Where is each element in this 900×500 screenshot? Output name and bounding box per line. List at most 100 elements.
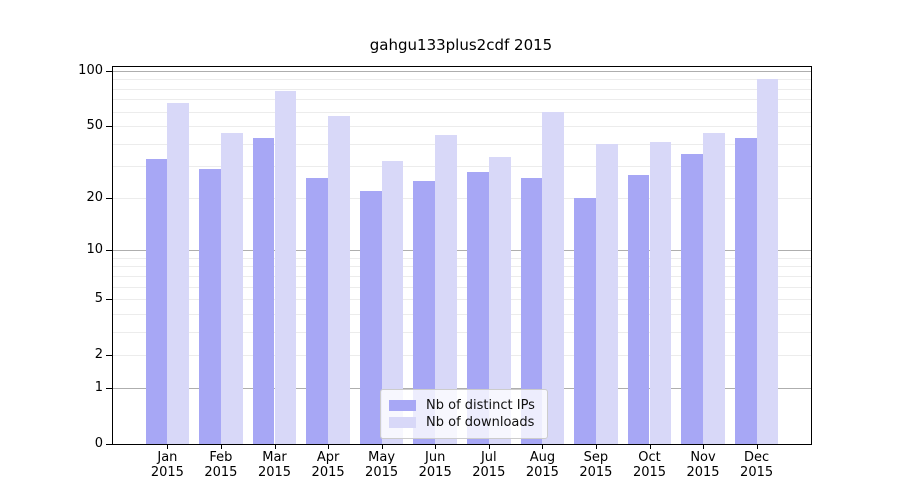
x-tick-jun	[435, 444, 437, 449]
x-label-jan: Jan 2015	[135, 450, 199, 480]
y-tick-100	[106, 70, 112, 72]
bar-nb-of-distinct-ips-apr	[306, 177, 329, 444]
y-tick-label-5: 5	[94, 291, 103, 307]
gridline-minor-3	[113, 331, 811, 333]
y-tick-label-100: 100	[78, 62, 103, 78]
gridline-major-10	[113, 250, 811, 252]
bar-nb-of-downloads-oct	[649, 141, 672, 444]
x-tick-jul	[488, 444, 490, 449]
x-tick-mar	[274, 444, 276, 449]
bar-nb-of-distinct-ips-feb	[199, 169, 221, 444]
x-tick-oct	[649, 444, 651, 449]
bar-nb-of-downloads-mar	[274, 90, 297, 444]
x-tick-apr	[328, 444, 330, 449]
x-label-sep: Sep 2015	[564, 450, 628, 480]
bar-nb-of-distinct-ips-dec	[734, 138, 757, 444]
y-tick-label-2: 2	[94, 347, 103, 363]
x-tick-nov	[703, 444, 704, 449]
x-label-year: 2015	[686, 465, 720, 480]
legend: Nb of distinct IPs Nb of downloads	[380, 389, 548, 439]
y-tick-label-50: 50	[86, 118, 103, 134]
x-label-month: Feb	[209, 450, 233, 465]
bar-nb-of-downloads-aug	[542, 111, 565, 444]
bar-nb-of-downloads-nov	[703, 132, 725, 444]
gridline-minor-4	[113, 313, 811, 315]
bar-nb-of-downloads-jan	[167, 102, 190, 444]
x-label-nov: Nov 2015	[671, 450, 735, 480]
gridline-minor-30	[113, 166, 811, 168]
bar-nb-of-distinct-ips-mar	[252, 138, 275, 444]
x-label-may: May 2015	[350, 450, 414, 480]
plot-area: 100 50 20 10 5 2 1 0 Jan 2015 Feb 2015 Mar 2015 Apr 201…	[78, 63, 812, 480]
y-tick-label-10: 10	[86, 242, 103, 258]
gridline-major-1	[113, 388, 811, 389]
x-tick-aug	[542, 444, 544, 449]
gridline-minor-6	[113, 286, 811, 288]
x-label-mar: Mar 2015	[243, 450, 307, 480]
x-tick-sep	[595, 444, 597, 449]
gridline-minor-90	[113, 79, 811, 81]
bar-nb-of-downloads-may	[381, 161, 404, 444]
x-label-month: Nov	[690, 450, 716, 465]
legend-item-distinct-ips: Nb of distinct IPs	[389, 398, 535, 413]
x-tick-may	[381, 444, 383, 449]
legend-swatch-downloads	[389, 417, 416, 428]
y-tick-5	[106, 299, 112, 301]
x-label-year: 2015	[525, 465, 559, 480]
y-tick-1	[106, 388, 112, 389]
x-label-month: Sep	[583, 450, 609, 465]
gridline-minor-80	[113, 88, 811, 90]
x-label-jun: Jun 2015	[403, 450, 467, 480]
x-tick-feb	[220, 444, 222, 449]
y-tick-label-20: 20	[86, 189, 103, 205]
x-label-year: 2015	[150, 465, 184, 480]
y-tick-label-0: 0	[94, 436, 103, 451]
x-label-apr: Apr 2015	[296, 450, 360, 480]
gridline-minor-60	[113, 111, 811, 113]
bar-nb-of-distinct-ips-nov	[681, 154, 704, 444]
chart-title: gahgu133plus2cdf 2015	[369, 36, 553, 54]
x-label-month: Jan	[157, 450, 178, 465]
legend-item-downloads: Nb of downloads	[389, 415, 535, 430]
y-tick-50	[106, 126, 112, 128]
bar-nb-of-distinct-ips-aug	[520, 177, 543, 444]
gridline-minor-20	[113, 197, 811, 199]
y-tick-20	[106, 197, 112, 199]
gridline-minor-8	[113, 266, 811, 268]
legend-label-distinct-ips: Nb of distinct IPs	[426, 398, 535, 413]
legend-swatch-distinct-ips	[389, 400, 416, 411]
x-label-year: 2015	[579, 465, 613, 480]
y-tick-10	[106, 250, 112, 252]
bar-nb-of-distinct-ips-jul	[467, 171, 489, 444]
x-label-month: May	[368, 450, 396, 465]
x-label-year: 2015	[740, 465, 774, 480]
x-label-year: 2015	[472, 465, 506, 480]
bar-nb-of-downloads-jul	[488, 156, 511, 444]
gridline-minor-9	[113, 257, 811, 259]
bar-nb-of-downloads-apr	[328, 115, 350, 444]
x-tick-jan	[167, 444, 169, 449]
x-label-month: Oct	[638, 450, 661, 465]
x-label-month: Apr	[316, 450, 340, 465]
x-label-year: 2015	[632, 465, 667, 480]
legend-label-downloads: Nb of downloads	[426, 415, 535, 430]
y-tick-label-1: 1	[94, 380, 103, 395]
x-tick-dec	[756, 444, 758, 449]
x-label-year: 2015	[311, 465, 345, 480]
gridline-minor-2	[113, 355, 811, 357]
gridline-minor-7	[113, 275, 811, 277]
bar-nb-of-downloads-feb	[220, 132, 243, 444]
x-label-oct: Oct 2015	[618, 450, 682, 480]
x-label-aug: Aug 2015	[510, 450, 574, 480]
bar-nb-of-distinct-ips-sep	[574, 197, 596, 444]
gridline-minor-70	[113, 99, 811, 101]
y-tick-2	[106, 355, 112, 357]
bar-nb-of-distinct-ips-may	[359, 190, 382, 444]
x-label-feb: Feb 2015	[189, 450, 253, 480]
x-label-month: Mar	[262, 450, 287, 465]
x-label-month: Jun	[425, 450, 446, 465]
bar-nb-of-downloads-dec	[756, 79, 779, 444]
bar-nb-of-downloads-jun	[435, 134, 457, 444]
x-label-year: 2015	[418, 465, 452, 480]
